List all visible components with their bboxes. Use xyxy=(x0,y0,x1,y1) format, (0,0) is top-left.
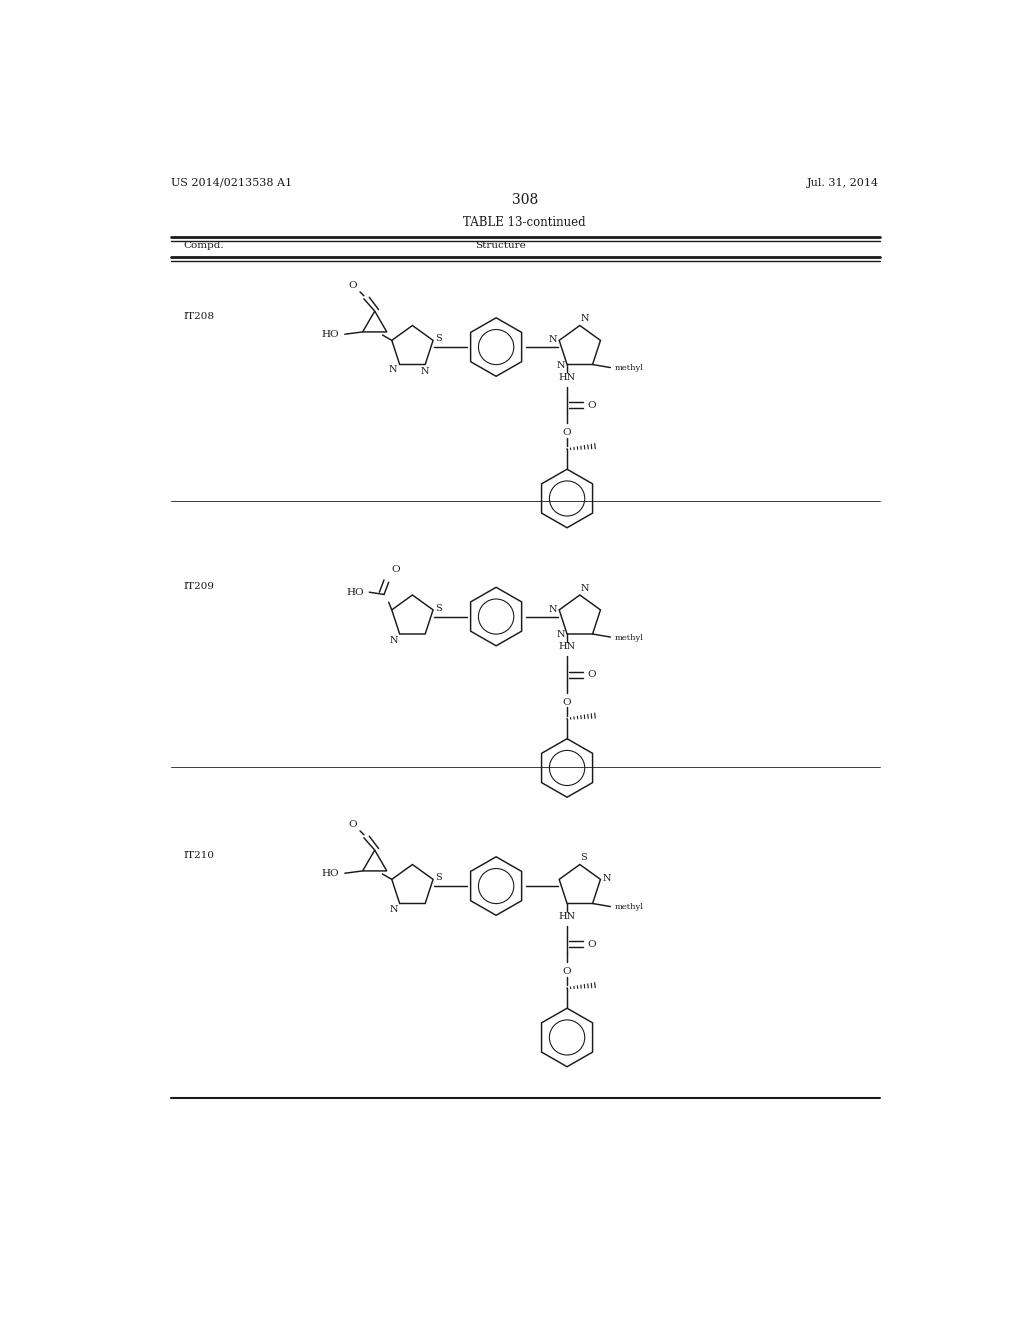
Text: N: N xyxy=(389,906,398,913)
Text: methyl: methyl xyxy=(615,903,644,911)
Text: HO: HO xyxy=(346,589,364,598)
Text: O: O xyxy=(348,820,357,829)
Text: US 2014/0213538 A1: US 2014/0213538 A1 xyxy=(171,178,292,187)
Text: N: N xyxy=(389,366,397,375)
Text: O: O xyxy=(348,281,357,290)
Text: O: O xyxy=(587,940,596,949)
Text: O: O xyxy=(392,565,400,574)
Text: O: O xyxy=(587,401,596,409)
Text: HO: HO xyxy=(322,870,339,879)
Text: S: S xyxy=(435,874,442,882)
Text: N: N xyxy=(549,605,557,614)
Text: S: S xyxy=(435,603,442,612)
Text: HO: HO xyxy=(322,330,339,339)
Text: S: S xyxy=(581,853,588,862)
Text: O: O xyxy=(587,671,596,680)
Text: O: O xyxy=(563,429,571,437)
Text: O: O xyxy=(563,968,571,977)
Text: Jul. 31, 2014: Jul. 31, 2014 xyxy=(807,178,879,187)
Text: N: N xyxy=(549,335,557,345)
Text: N: N xyxy=(421,367,429,376)
Text: Compd.: Compd. xyxy=(183,242,224,249)
Text: IT209: IT209 xyxy=(183,582,215,591)
Text: IT210: IT210 xyxy=(183,851,215,861)
Text: O: O xyxy=(563,698,571,708)
Text: N: N xyxy=(557,360,565,370)
Text: HN: HN xyxy=(558,643,575,652)
Text: N: N xyxy=(581,583,589,593)
Text: N: N xyxy=(603,874,611,883)
Text: Structure: Structure xyxy=(475,242,525,249)
Text: 308: 308 xyxy=(512,193,538,207)
Text: N: N xyxy=(389,635,398,644)
Text: methyl: methyl xyxy=(615,634,644,642)
Text: IT208: IT208 xyxy=(183,313,215,321)
Text: HN: HN xyxy=(558,374,575,381)
Text: N: N xyxy=(557,630,565,639)
Text: HN: HN xyxy=(558,912,575,921)
Text: N: N xyxy=(581,314,589,323)
Text: methyl: methyl xyxy=(615,364,644,372)
Text: TABLE 13-continued: TABLE 13-continued xyxy=(464,216,586,230)
Text: S: S xyxy=(435,334,442,343)
